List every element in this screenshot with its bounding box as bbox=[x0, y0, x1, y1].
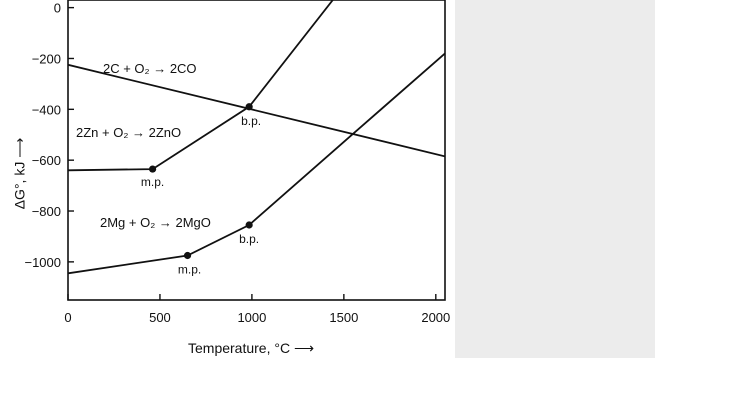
x-tick-label: 500 bbox=[149, 310, 171, 325]
series-label: 2C + O₂ → 2CO bbox=[103, 61, 197, 76]
series-line-co bbox=[68, 63, 445, 158]
x-tick-label: 0 bbox=[64, 310, 71, 325]
y-axis-title: ΔG°, kJ ⟶ bbox=[12, 124, 29, 224]
y-tick-label: −400 bbox=[32, 102, 61, 117]
y-tick-label: −1000 bbox=[24, 255, 61, 270]
transition-point bbox=[148, 165, 157, 173]
series-line-zno bbox=[68, 0, 334, 172]
y-tick-label: −800 bbox=[32, 204, 61, 219]
transition-label: m.p. bbox=[178, 263, 201, 277]
x-tick-label: 2000 bbox=[421, 310, 450, 325]
transition-point bbox=[183, 251, 192, 260]
plot-frame bbox=[67, 0, 446, 301]
transition-label: m.p. bbox=[141, 175, 164, 189]
y-tick-label: −200 bbox=[32, 51, 61, 66]
x-tick-label: 1000 bbox=[237, 310, 266, 325]
series-label: 2Zn + O₂ → 2ZnO bbox=[76, 125, 181, 140]
y-axis-label: ΔG°, kJ bbox=[11, 161, 28, 210]
transition-label: b.p. bbox=[239, 232, 259, 246]
x-axis-label: Temperature, °C bbox=[188, 340, 291, 356]
transition-point bbox=[245, 103, 253, 111]
x-axis-title: Temperature, °C ⟶ bbox=[188, 340, 314, 357]
y-tick-label: 0 bbox=[54, 1, 61, 16]
arrow-up-icon: ⟶ bbox=[11, 137, 28, 158]
page-shadow bbox=[455, 0, 655, 358]
series-label: 2Mg + O₂ → 2MgO bbox=[100, 215, 211, 230]
x-tick-label: 1500 bbox=[329, 310, 358, 325]
transition-label: b.p. bbox=[241, 114, 261, 128]
arrow-right-icon: ⟶ bbox=[293, 340, 315, 356]
y-tick-label: −600 bbox=[32, 153, 61, 168]
transition-point bbox=[245, 221, 253, 229]
